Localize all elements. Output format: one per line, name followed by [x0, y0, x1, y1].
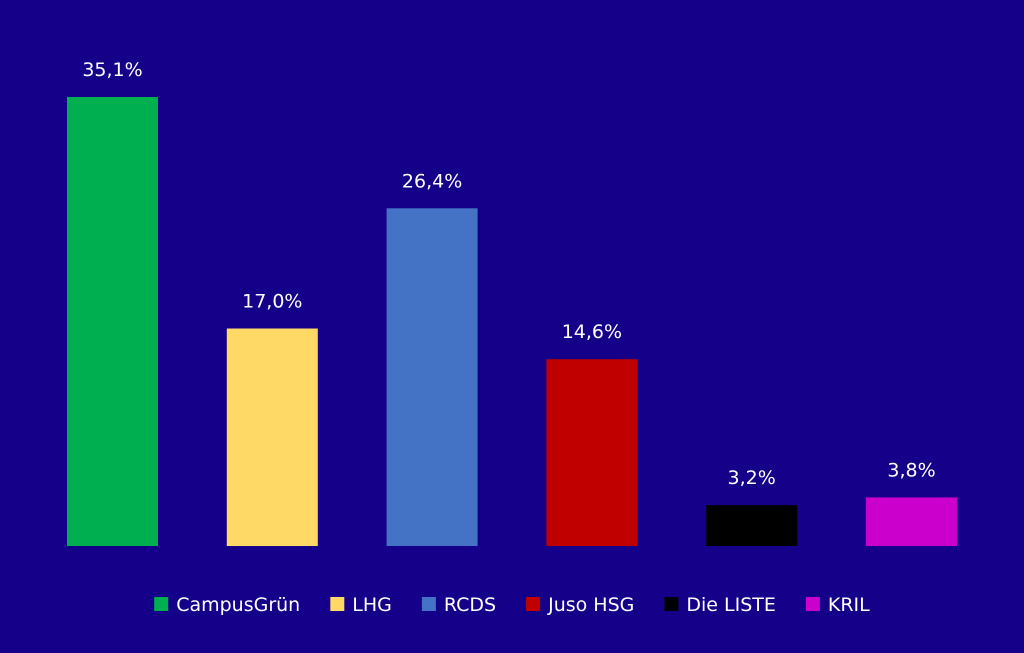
bar-kril: [866, 497, 957, 546]
legend-label-die-liste: Die LISTE: [686, 594, 776, 616]
legend-swatch-juso-hsg: [526, 597, 541, 611]
legend-item-juso-hsg: Juso HSG: [526, 594, 634, 616]
bar-lhg: [226, 328, 318, 546]
data-label-rcds: 26,4%: [402, 170, 462, 192]
data-label-juso-hsg: 14,6%: [562, 321, 622, 343]
data-label-lhg: 17,0%: [242, 291, 302, 313]
bar-juso-hsg: [546, 359, 638, 546]
bar-rcds: [386, 208, 478, 547]
bar-die-liste: [706, 505, 798, 546]
bar-campusgruen: [67, 97, 158, 546]
legend-label-lhg: LHG: [352, 594, 392, 616]
legend-item-rcds: RCDS: [421, 594, 496, 616]
legend-label-rcds: RCDS: [444, 594, 496, 616]
legend-swatch-die-liste: [664, 597, 679, 611]
legend-label-kril: KRIL: [828, 594, 870, 616]
data-label-die-liste: 3,2%: [728, 467, 776, 489]
legend-swatch-lhg: [330, 597, 345, 611]
legend: CampusGrün LHG RCDS Juso HSG Die LISTE KRIL: [154, 594, 870, 616]
legend-swatch-rcds: [421, 597, 436, 611]
data-label-kril: 3,8%: [887, 459, 935, 481]
data-labels-layer: 35,1% 17,0% 26,4% 14,6% 3,2% 3,8%: [82, 59, 935, 489]
bars-layer: [67, 97, 957, 547]
legend-item-kril: KRIL: [805, 594, 870, 616]
legend-label-juso-hsg: Juso HSG: [547, 594, 634, 616]
legend-label-campusgruen: CampusGrün: [176, 594, 300, 616]
legend-item-campusgruen: CampusGrün: [154, 594, 300, 616]
legend-swatch-campusgruen: [154, 597, 169, 611]
data-label-campusgruen: 35,1%: [82, 59, 142, 81]
legend-item-lhg: LHG: [330, 594, 392, 616]
legend-item-die-liste: Die LISTE: [664, 594, 776, 616]
legend-swatch-kril: [805, 597, 820, 611]
